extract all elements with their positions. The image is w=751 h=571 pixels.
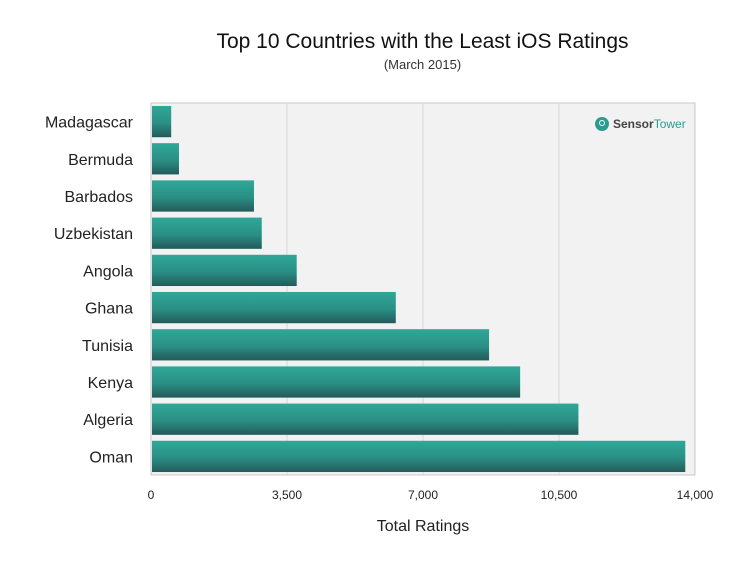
- x-tick-label: 14,000: [677, 488, 714, 502]
- bar-angola: [152, 254, 297, 287]
- x-tick-label: 7,000: [408, 488, 438, 502]
- bar-tunisia: [152, 329, 490, 361]
- x-tick-labels: 0 3,500 7,000 10,500 14,000: [148, 488, 714, 502]
- bar-barbados: [152, 180, 254, 212]
- category-label-tunisia: Tunisia: [82, 338, 133, 355]
- logo-text-sensor: Sensor: [613, 117, 654, 131]
- logo-text-tower: Tower: [653, 117, 686, 131]
- bar-uzbekistan: [152, 217, 262, 249]
- category-labels: Madagascar Bermuda Barbados Uzbekistan Angol…: [45, 115, 134, 467]
- chart-title: Top 10 Countries with the Least iOS Rati…: [216, 30, 629, 53]
- category-label-madagascar: Madagascar: [45, 115, 134, 132]
- sensor-tower-icon: [595, 117, 609, 131]
- category-label-barbados: Barbados: [65, 189, 134, 206]
- bar-ghana: [152, 291, 396, 324]
- bar-algeria: [152, 403, 579, 435]
- category-label-oman: Oman: [89, 449, 133, 466]
- category-label-bermuda: Bermuda: [68, 152, 133, 169]
- bar-bermuda: [152, 143, 179, 175]
- category-label-angola: Angola: [83, 263, 133, 280]
- category-label-algeria: Algeria: [83, 412, 133, 429]
- chart-subtitle: (March 2015): [383, 57, 462, 72]
- bar-kenya: [152, 366, 521, 398]
- sensor-tower-logo: Sensor Tower: [595, 117, 686, 131]
- bar-oman: [152, 440, 686, 473]
- category-label-ghana: Ghana: [85, 301, 133, 318]
- x-tick-label: 0: [148, 488, 155, 502]
- x-tick-label: 10,500: [541, 488, 578, 502]
- x-axis-title: Total Ratings: [377, 518, 470, 535]
- category-label-uzbekistan: Uzbekistan: [54, 226, 133, 243]
- bar-madagascar: [152, 105, 172, 138]
- category-label-kenya: Kenya: [88, 375, 133, 392]
- bars: [152, 105, 686, 473]
- x-tick-label: 3,500: [272, 488, 302, 502]
